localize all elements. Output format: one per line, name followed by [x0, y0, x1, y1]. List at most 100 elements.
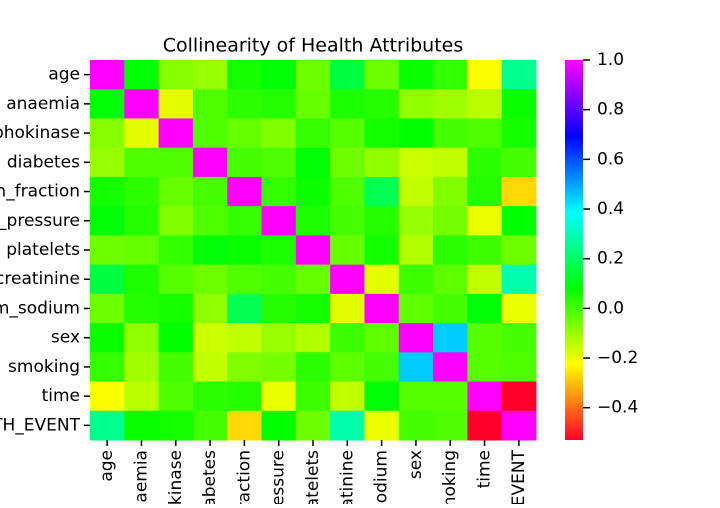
- colorbar-tick-label: −0.4: [597, 398, 638, 418]
- heatmap-cell: [90, 176, 125, 207]
- heatmap-cell: [501, 323, 537, 353]
- heatmap-cell: [330, 147, 365, 178]
- heatmap-cell: [467, 118, 503, 149]
- heatmap-cell: [261, 323, 297, 353]
- heatmap-cell: [467, 89, 503, 119]
- heatmap-cell: [192, 147, 228, 178]
- heatmap-cell: [295, 352, 331, 383]
- x-tick-label: high_blood_pressure: [269, 450, 289, 504]
- heatmap-cell: [295, 235, 331, 266]
- heatmap-cell: [467, 206, 503, 236]
- heatmap-cell: [364, 206, 400, 236]
- heatmap-cell: [90, 118, 125, 149]
- y-tick-label: creatinine_phosphokinase: [0, 123, 80, 143]
- colorbar: [565, 60, 583, 440]
- heatmap-cell: [330, 60, 365, 90]
- heatmap-cell: [467, 381, 503, 412]
- heatmap-cell: [124, 410, 160, 441]
- heatmap-cell: [433, 381, 468, 412]
- heatmap-cell: [90, 323, 125, 353]
- heatmap-cell: [192, 264, 228, 295]
- heatmap-cell: [227, 323, 263, 353]
- heatmap-cell: [192, 89, 228, 119]
- heatmap-cell: [158, 60, 194, 90]
- heatmap-cell: [90, 147, 125, 178]
- heatmap-cell: [364, 176, 400, 207]
- heatmap-cell: [501, 352, 537, 383]
- heatmap-cell: [227, 381, 263, 412]
- x-tick-label: DEATH_EVENT: [509, 449, 529, 504]
- heatmap-cell: [192, 352, 228, 383]
- heatmap-cell: [192, 381, 228, 412]
- heatmap-cell: [398, 323, 434, 353]
- heatmap-cell: [192, 235, 228, 266]
- heatmap-cell: [158, 410, 194, 441]
- heatmap-cell: [433, 147, 468, 178]
- heatmap-cell: [295, 89, 331, 119]
- heatmap-cell: [501, 60, 537, 90]
- heatmap-cell: [158, 118, 194, 149]
- heatmap-cell: [364, 60, 400, 90]
- heatmap-cell: [192, 206, 228, 236]
- heatmap-cell: [433, 352, 468, 383]
- heatmap-cell: [433, 118, 468, 149]
- x-tick-label: diabetes: [200, 450, 220, 504]
- heatmap-cell: [261, 293, 297, 324]
- heatmap-cell: [124, 323, 160, 353]
- chart-title: Collinearity of Health Attributes: [163, 35, 464, 57]
- heatmap-cell: [124, 176, 160, 207]
- heatmap-cell: [90, 410, 125, 441]
- heatmap-cell: [501, 293, 537, 324]
- heatmap-cell: [227, 235, 263, 266]
- heatmap-cell: [227, 118, 263, 149]
- heatmap-cell: [124, 147, 160, 178]
- heatmap-cell: [261, 176, 297, 207]
- heatmap-cell: [501, 206, 537, 236]
- heatmap-cell: [433, 89, 468, 119]
- heatmap-cell: [295, 381, 331, 412]
- heatmap-cell: [158, 293, 194, 324]
- heatmap-cell: [501, 147, 537, 178]
- heatmap-cell: [398, 176, 434, 207]
- heatmap-cell: [467, 323, 503, 353]
- x-tick-label: platelets: [303, 450, 323, 504]
- x-tick-label: creatinine_phosphokinase: [166, 450, 186, 504]
- heatmap-cell: [192, 118, 228, 149]
- heatmap-cell: [90, 381, 125, 412]
- heatmap-cell: [124, 206, 160, 236]
- heatmap-cell: [295, 323, 331, 353]
- heatmap-cell: [398, 118, 434, 149]
- heatmap-cell: [295, 264, 331, 295]
- x-tick-label: serum_creatinine: [337, 450, 357, 504]
- heatmap-cell: [261, 264, 297, 295]
- colorbar-tick-label: 0.4: [597, 199, 624, 219]
- heatmap-cell: [158, 381, 194, 412]
- y-tick-label: smoking: [8, 357, 80, 377]
- heatmap-cell: [90, 235, 125, 266]
- heatmap-cell: [192, 293, 228, 324]
- heatmap-cell: [227, 352, 263, 383]
- heatmap-cell: [295, 147, 331, 178]
- heatmap-cell: [227, 264, 263, 295]
- heatmap-cell: [364, 410, 400, 441]
- heatmap-cell: [330, 206, 365, 236]
- y-tick-label: age: [48, 65, 80, 85]
- heatmap-cell: [158, 147, 194, 178]
- heatmap-cell: [398, 60, 434, 90]
- heatmap-cell: [364, 352, 400, 383]
- colorbar-tick-label: 1.0: [597, 50, 624, 70]
- heatmap-cell: [467, 410, 503, 441]
- heatmap-cell: [398, 410, 434, 441]
- heatmap-cell: [227, 89, 263, 119]
- heatmap-cell: [124, 352, 160, 383]
- heatmap-cell: [501, 410, 537, 441]
- colorbar-tick-label: 0.8: [597, 100, 624, 120]
- heatmap-cell: [467, 293, 503, 324]
- heatmap-cell: [261, 60, 297, 90]
- heatmap-cell: [90, 264, 125, 295]
- heatmap-cell: [124, 235, 160, 266]
- heatmap-cell: [501, 264, 537, 295]
- heatmap-cell: [295, 60, 331, 90]
- y-tick-label: diabetes: [7, 152, 80, 172]
